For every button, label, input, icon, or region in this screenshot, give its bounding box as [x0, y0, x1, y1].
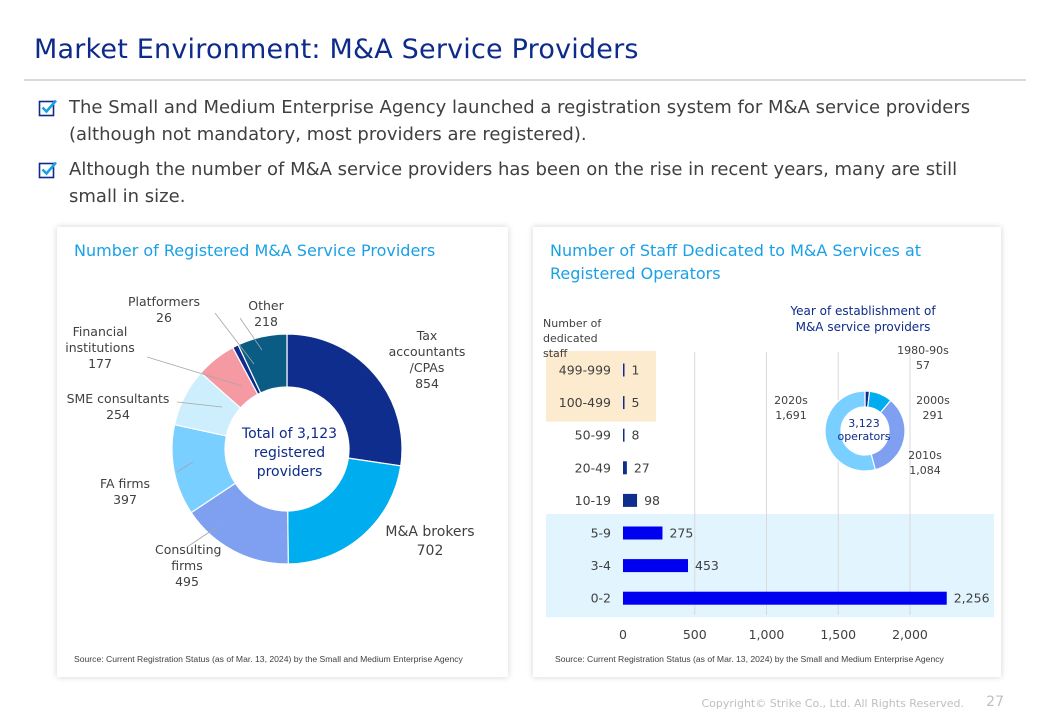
- inset-label-2000s: 2000s 291: [916, 394, 950, 422]
- slice-other: [237, 333, 288, 394]
- x-tick-label: 1,000: [749, 627, 785, 642]
- bar-100-499: [623, 396, 625, 410]
- bar-value-label: 1: [632, 363, 640, 378]
- x-tick-label: 1,500: [820, 627, 856, 642]
- bar-value-label: 5: [632, 395, 640, 410]
- bar-value-label: 275: [669, 526, 693, 541]
- category-label: 0-2: [591, 591, 611, 606]
- category-label: 10-19: [575, 493, 611, 508]
- bar-value-label: 27: [634, 460, 650, 475]
- inset-center-label: 3,123 operators: [837, 417, 891, 443]
- bar-value-label: 2,256: [954, 591, 990, 606]
- bullet-text: Although the number of M&A service provi…: [69, 159, 958, 207]
- bar-499-999: [623, 363, 625, 377]
- category-label: 3-4: [591, 558, 611, 573]
- slice-label-fa-firms: FA firms 397: [99, 476, 151, 507]
- x-tick-label: 2,000: [892, 627, 928, 642]
- bar-5-9: [623, 526, 663, 540]
- y-axis-label: Number of dedicated staff: [543, 317, 602, 360]
- inset-label-1980-90s: 1980-90s 57: [897, 344, 949, 372]
- providers-donut-chart: [146, 312, 403, 565]
- slice-label-other: Other 218: [248, 298, 284, 329]
- bullet-1: The Small and Medium Enterprise Agency l…: [38, 94, 998, 148]
- title-divider: [24, 79, 1026, 81]
- inset-title: Year of establishment of M&A service pro…: [790, 304, 936, 334]
- staff-bar-chart: 499-999 100-499 50-99 20-49 10-19 5-9 3-4 0-2 1…: [546, 351, 994, 642]
- x-tick-label: 500: [683, 627, 707, 642]
- category-label: 50-99: [575, 428, 611, 443]
- page-number: 27: [986, 694, 1004, 710]
- category-label: 100-499: [559, 395, 611, 410]
- checkbox-icon: [38, 99, 57, 117]
- panel-title: Number of Staff Dedicated to M&A Service…: [550, 241, 922, 283]
- bar-0-2: [623, 591, 947, 605]
- slice-m-a-brokers: [287, 457, 402, 565]
- leader-line: [214, 312, 255, 365]
- slice-label-financial-institutions: Financial institutions 177: [65, 324, 135, 371]
- bar-50-99: [623, 428, 625, 442]
- copyright-text: Copyright© Strike Co., Ltd. All Rights R…: [701, 697, 964, 710]
- inset-label-2010s: 2010s 1,084: [908, 449, 942, 477]
- leader-line: [146, 356, 243, 387]
- leader-line: [176, 461, 194, 473]
- bar-3-4: [623, 559, 689, 573]
- slice-label-consulting-firms: Consulting firms 495: [155, 542, 222, 589]
- source-note: Source: Current Registration Status (as …: [555, 654, 944, 664]
- bar-value-label: 8: [632, 428, 640, 443]
- slice-label-sme-consultants: SME consultants 254: [66, 391, 170, 422]
- slice-label-ma-brokers: M&A brokers 702: [385, 524, 475, 559]
- bar-20-49: [623, 461, 627, 475]
- category-label: 5-9: [591, 526, 611, 541]
- highlight-band: [546, 351, 656, 422]
- category-label: 20-49: [575, 460, 611, 475]
- dedicated-staff-panel: Number of Staff Dedicated to M&A Service…: [533, 227, 1001, 677]
- slice-label-platformers: Platformers 26: [127, 294, 201, 325]
- donut-center-label: Total of 3,123 registered providers: [241, 426, 338, 480]
- registered-providers-panel: Number of Registered M&A Service Provide…: [57, 227, 508, 677]
- slice-2020s: [824, 390, 877, 472]
- slice-tax-accountants-cpas: [286, 333, 403, 467]
- panel-title: Number of Registered M&A Service Provide…: [74, 241, 436, 260]
- source-note: Source: Current Registration Status (as …: [74, 654, 463, 664]
- leader-line: [176, 401, 223, 408]
- inset-label-2020s: 2020s 1,691: [774, 394, 808, 422]
- bullet-text: The Small and Medium Enterprise Agency l…: [69, 97, 971, 145]
- bar-value-label: 98: [644, 493, 660, 508]
- bar-value-label: 453: [695, 558, 719, 573]
- page-title: Market Environment: M&A Service Provider…: [34, 34, 639, 65]
- slice-label-tax-accountants: Tax accountants /CPAs 854: [388, 328, 466, 391]
- leader-line: [186, 526, 218, 548]
- category-label: 499-999: [559, 363, 611, 378]
- bar-10-19: [623, 493, 638, 507]
- checkbox-icon: [38, 161, 57, 179]
- bullet-2: Although the number of M&A service provi…: [38, 156, 998, 210]
- x-tick-label: 0: [619, 627, 627, 642]
- leader-line: [239, 317, 263, 351]
